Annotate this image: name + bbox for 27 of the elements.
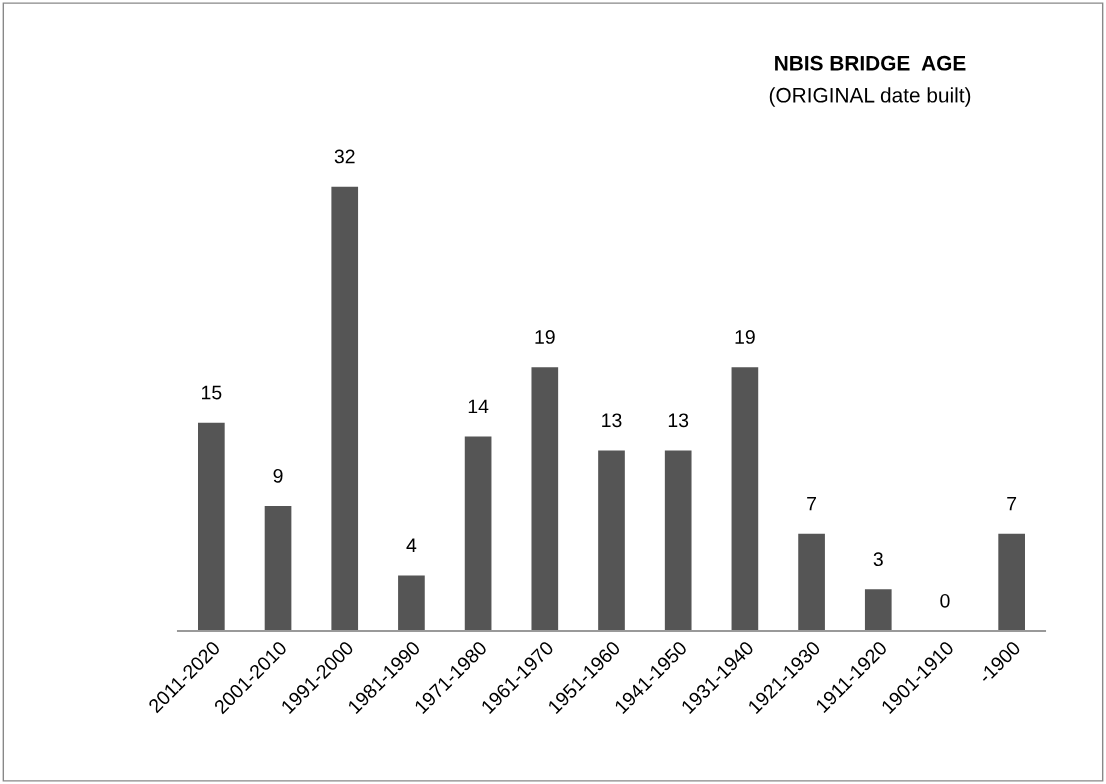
bar: [731, 367, 759, 631]
chart-title: NBIS BRIDGE AGE: [775, 55, 966, 71]
data-label: 19: [535, 330, 555, 344]
data-label: 14: [468, 399, 489, 414]
bar: [598, 450, 625, 631]
data-label: 15: [202, 385, 222, 400]
bar: [464, 436, 492, 631]
chart-subtitle: (ORIGINAL date built): [769, 87, 971, 107]
data-label: 3: [873, 552, 883, 567]
bar: [664, 450, 692, 631]
bar: [264, 506, 292, 631]
data-label: 4: [406, 538, 417, 552]
data-label: 32: [334, 149, 355, 164]
data-label: 9: [273, 468, 283, 483]
bar: [398, 575, 425, 631]
bar: [198, 422, 225, 631]
data-label: 7: [807, 496, 817, 511]
bar: [331, 186, 359, 631]
bar: [998, 533, 1025, 631]
data-label: 7: [1007, 496, 1017, 511]
data-label: 19: [735, 330, 755, 344]
bar: [798, 533, 825, 631]
data-label: 0: [940, 593, 950, 608]
bar: [864, 589, 892, 631]
data-label: 13: [602, 413, 622, 428]
data-label: 13: [668, 413, 689, 428]
bar: [531, 367, 559, 631]
